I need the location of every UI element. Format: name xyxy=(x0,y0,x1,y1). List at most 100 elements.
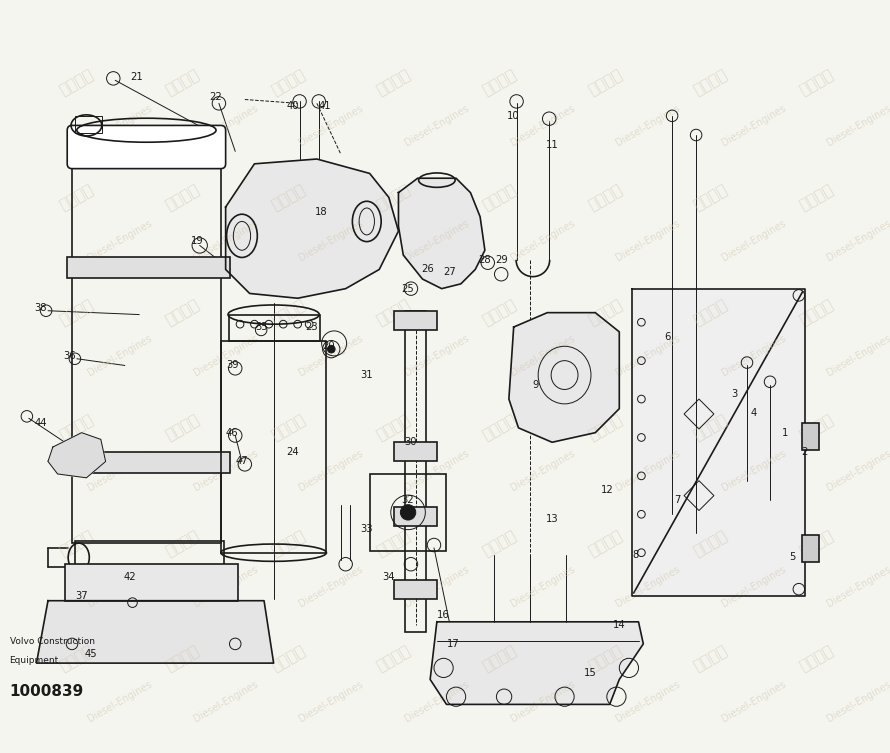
Text: 20: 20 xyxy=(322,341,335,351)
Text: 17: 17 xyxy=(447,639,459,649)
Text: 柴发动力: 柴发动力 xyxy=(269,297,308,328)
Text: Diesel-Engines: Diesel-Engines xyxy=(403,103,471,148)
Text: 柴发动力: 柴发动力 xyxy=(797,66,836,98)
Text: 柴发动力: 柴发动力 xyxy=(163,297,202,328)
Text: Diesel-Engines: Diesel-Engines xyxy=(720,218,788,263)
Text: 柴发动力: 柴发动力 xyxy=(691,181,730,213)
Text: 45: 45 xyxy=(85,648,98,659)
Text: 13: 13 xyxy=(546,514,558,524)
Text: Volvo Construction: Volvo Construction xyxy=(10,636,94,645)
Circle shape xyxy=(328,346,336,353)
Bar xyxy=(802,535,819,562)
Text: 柴发动力: 柴发动力 xyxy=(797,297,836,328)
Text: Diesel-Engines: Diesel-Engines xyxy=(297,564,365,608)
Text: 柴发动力: 柴发动力 xyxy=(480,642,519,674)
Text: Diesel-Engines: Diesel-Engines xyxy=(403,679,471,724)
Text: 24: 24 xyxy=(287,447,299,457)
Text: Diesel-Engines: Diesel-Engines xyxy=(509,218,577,263)
Text: 柴发动力: 柴发动力 xyxy=(163,527,202,559)
Text: Diesel-Engines: Diesel-Engines xyxy=(509,564,577,608)
Bar xyxy=(393,580,437,599)
Text: 26: 26 xyxy=(421,264,433,274)
Text: Diesel-Engines: Diesel-Engines xyxy=(192,103,260,148)
Text: 柴发动力: 柴发动力 xyxy=(269,66,308,98)
Text: 柴发动力: 柴发动力 xyxy=(269,181,308,213)
Text: Diesel-Engines: Diesel-Engines xyxy=(297,334,365,378)
Bar xyxy=(393,442,437,462)
Polygon shape xyxy=(509,312,619,442)
Text: 柴发动力: 柴发动力 xyxy=(480,66,519,98)
Bar xyxy=(221,341,327,553)
Text: Diesel-Engines: Diesel-Engines xyxy=(297,679,365,724)
Text: Diesel-Engines: Diesel-Engines xyxy=(192,218,260,263)
Text: 柴发动力: 柴发动力 xyxy=(57,66,96,98)
Text: Diesel-Engines: Diesel-Engines xyxy=(826,564,890,608)
Text: Diesel-Engines: Diesel-Engines xyxy=(297,103,365,148)
Text: 柴发动力: 柴发动力 xyxy=(586,181,625,213)
Text: 46: 46 xyxy=(226,428,239,437)
Polygon shape xyxy=(430,622,643,704)
Text: 44: 44 xyxy=(34,418,46,428)
Text: Diesel-Engines: Diesel-Engines xyxy=(403,218,471,263)
Bar xyxy=(393,507,437,526)
Text: Diesel-Engines: Diesel-Engines xyxy=(720,334,788,378)
Text: 1: 1 xyxy=(782,428,789,437)
Text: 7: 7 xyxy=(674,495,680,505)
Text: 37: 37 xyxy=(76,591,88,601)
Text: Diesel-Engines: Diesel-Engines xyxy=(86,218,154,263)
Bar xyxy=(65,564,239,601)
Text: Diesel-Engines: Diesel-Engines xyxy=(192,334,260,378)
Text: Diesel-Engines: Diesel-Engines xyxy=(614,679,682,724)
Text: 柴发动力: 柴发动力 xyxy=(691,642,730,674)
Text: 柴发动力: 柴发动力 xyxy=(797,181,836,213)
Bar xyxy=(405,311,426,633)
Text: 10: 10 xyxy=(507,111,520,120)
Text: Diesel-Engines: Diesel-Engines xyxy=(614,103,682,148)
Text: 29: 29 xyxy=(495,255,507,265)
Text: 柴发动力: 柴发动力 xyxy=(57,412,96,444)
Text: Diesel-Engines: Diesel-Engines xyxy=(720,103,788,148)
Text: Diesel-Engines: Diesel-Engines xyxy=(86,103,154,148)
Polygon shape xyxy=(48,433,106,478)
Bar xyxy=(684,480,714,511)
Text: 柴发动力: 柴发动力 xyxy=(797,527,836,559)
Text: 柴发动力: 柴发动力 xyxy=(691,527,730,559)
Text: 柴发动力: 柴发动力 xyxy=(57,181,96,213)
Text: 柴发动力: 柴发动力 xyxy=(163,642,202,674)
Text: 柴发动力: 柴发动力 xyxy=(269,642,308,674)
Text: Diesel-Engines: Diesel-Engines xyxy=(826,218,890,263)
Text: 柴发动力: 柴发动力 xyxy=(374,642,413,674)
Text: 柴发动力: 柴发动力 xyxy=(269,527,308,559)
Text: 14: 14 xyxy=(613,620,626,630)
Text: Diesel-Engines: Diesel-Engines xyxy=(509,334,577,378)
Text: Diesel-Engines: Diesel-Engines xyxy=(86,334,154,378)
Text: 35: 35 xyxy=(255,322,268,332)
Bar xyxy=(75,116,101,133)
Text: 柴发动力: 柴发动力 xyxy=(586,297,625,328)
Text: 28: 28 xyxy=(479,255,491,265)
Text: Diesel-Engines: Diesel-Engines xyxy=(192,564,260,608)
Text: Diesel-Engines: Diesel-Engines xyxy=(403,564,471,608)
Text: Diesel-Engines: Diesel-Engines xyxy=(509,679,577,724)
Text: Diesel-Engines: Diesel-Engines xyxy=(614,334,682,378)
Bar xyxy=(802,423,819,450)
Text: 23: 23 xyxy=(306,322,319,332)
Bar xyxy=(75,541,223,568)
Text: 柴发动力: 柴发动力 xyxy=(691,66,730,98)
Bar xyxy=(68,452,231,473)
Text: Diesel-Engines: Diesel-Engines xyxy=(826,679,890,724)
Text: 柴发动力: 柴发动力 xyxy=(480,527,519,559)
Text: Diesel-Engines: Diesel-Engines xyxy=(720,449,788,493)
Text: 柴发动力: 柴发动力 xyxy=(586,66,625,98)
Text: Diesel-Engines: Diesel-Engines xyxy=(614,449,682,493)
Text: 6: 6 xyxy=(664,331,670,342)
Text: 21: 21 xyxy=(130,72,142,82)
Text: 柴发动力: 柴发动力 xyxy=(797,412,836,444)
Bar xyxy=(72,154,221,543)
Text: 39: 39 xyxy=(226,361,239,370)
Text: 5: 5 xyxy=(789,553,796,562)
Text: 柴发动力: 柴发动力 xyxy=(163,412,202,444)
Bar xyxy=(684,399,714,429)
Text: Equipment: Equipment xyxy=(10,656,59,665)
Text: 柴发动力: 柴发动力 xyxy=(374,412,413,444)
